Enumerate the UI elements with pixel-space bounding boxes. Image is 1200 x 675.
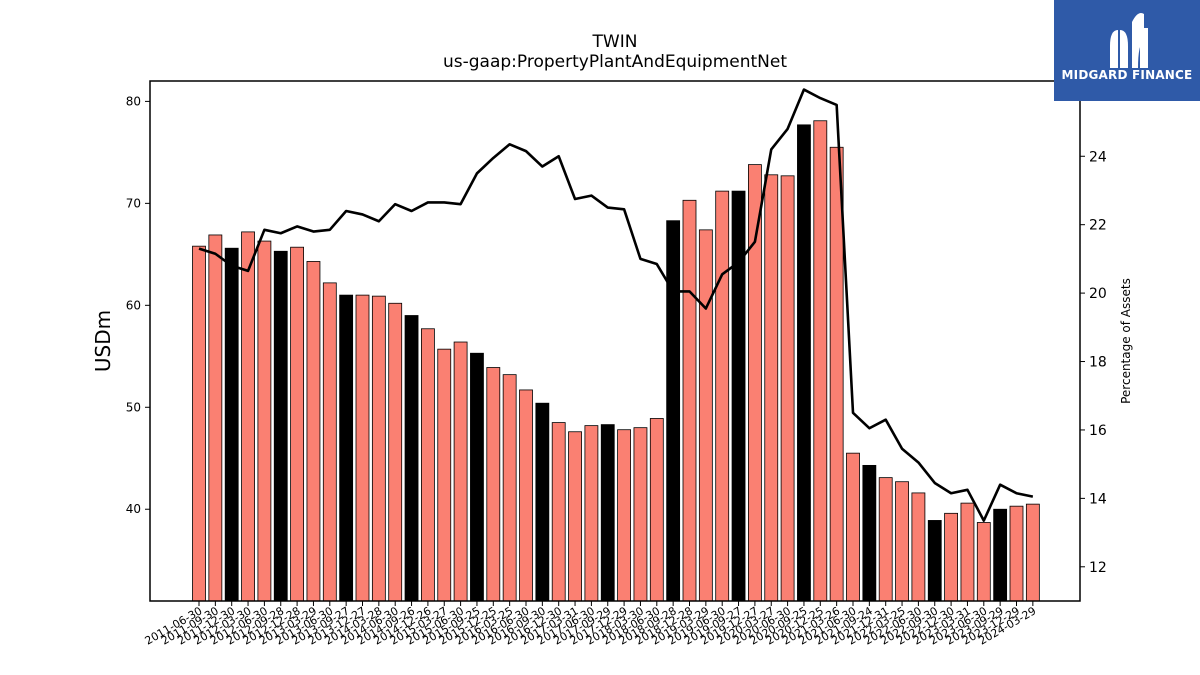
bar <box>453 341 468 602</box>
percentage-line <box>198 88 1034 522</box>
y-tick-label: 40 <box>126 502 141 516</box>
bar <box>600 424 615 602</box>
midgard-logo: MIDGARD FINANCE <box>1054 0 1200 101</box>
y-tick-label: 50 <box>126 400 141 414</box>
y2-tick-label: 18 <box>1089 355 1107 371</box>
logo-text: MIDGARD FINANCE <box>1061 68 1193 82</box>
bar <box>355 294 370 602</box>
bar <box>584 425 599 602</box>
y2-tick-label: 24 <box>1089 149 1107 165</box>
x-axis: 2011-06-302011-09-302011-12-302012-03-30… <box>143 601 1038 648</box>
y2-tick-label: 16 <box>1089 423 1107 439</box>
bar <box>306 261 321 602</box>
chart-subtitle: us-gaap:PropertyPlantAndEquipmentNet <box>443 52 787 72</box>
bar <box>993 508 1008 602</box>
bars-layer <box>192 120 1040 602</box>
bar <box>192 245 206 602</box>
bar <box>813 120 828 602</box>
bar <box>927 520 942 602</box>
plot-frame <box>149 80 1081 602</box>
bar <box>633 427 648 602</box>
bar <box>371 295 386 602</box>
bar <box>322 282 337 602</box>
bar <box>224 247 239 602</box>
y-axis-label: USDm <box>91 310 115 372</box>
y2-axis-label: Percentage of Assets <box>1119 278 1133 404</box>
bar <box>764 174 779 602</box>
bar <box>568 431 582 602</box>
y-axis-right: 12 14 16 18 20 22 24 <box>1080 149 1107 576</box>
bar <box>519 389 533 602</box>
y2-tick-label: 14 <box>1089 491 1107 507</box>
bar <box>944 512 958 602</box>
y2-tick-label: 20 <box>1089 286 1107 302</box>
bar <box>486 367 501 602</box>
logo-mark-icon <box>1110 13 1148 68</box>
bar <box>682 199 697 602</box>
bar <box>698 229 713 602</box>
bar <box>878 477 893 602</box>
bar <box>420 328 435 602</box>
y-tick-label: 80 <box>126 94 141 108</box>
y2-tick-label: 22 <box>1089 218 1107 234</box>
bar <box>273 250 288 602</box>
chart-title: TWIN <box>592 32 638 52</box>
bar <box>846 452 860 602</box>
bar <box>208 234 223 602</box>
y2-tick-label: 12 <box>1089 560 1107 576</box>
bar <box>797 124 811 602</box>
bar <box>780 175 795 602</box>
y-axis-left: 40 50 60 70 80 <box>126 94 150 516</box>
bar <box>976 522 991 602</box>
bar <box>404 315 419 602</box>
bar <box>617 429 631 602</box>
bar <box>666 220 681 602</box>
bar <box>241 231 255 602</box>
bar <box>829 146 844 602</box>
bar <box>470 352 484 602</box>
bar <box>551 422 566 602</box>
line-layer <box>198 88 1034 522</box>
bar <box>649 418 664 602</box>
bar <box>1009 505 1024 602</box>
bar <box>862 464 877 602</box>
bar <box>257 240 272 602</box>
bar <box>437 348 452 602</box>
bar <box>290 246 305 602</box>
bar <box>388 302 403 602</box>
bar <box>895 481 909 602</box>
bar <box>1025 503 1040 602</box>
bar <box>339 294 354 602</box>
bar <box>960 502 975 602</box>
bar <box>748 164 762 602</box>
bar <box>731 190 746 602</box>
y-tick-label: 70 <box>126 196 141 210</box>
bar <box>911 492 926 602</box>
bar <box>535 402 550 602</box>
bar <box>502 374 517 602</box>
bar <box>715 190 730 602</box>
y-tick-label: 60 <box>126 298 141 312</box>
